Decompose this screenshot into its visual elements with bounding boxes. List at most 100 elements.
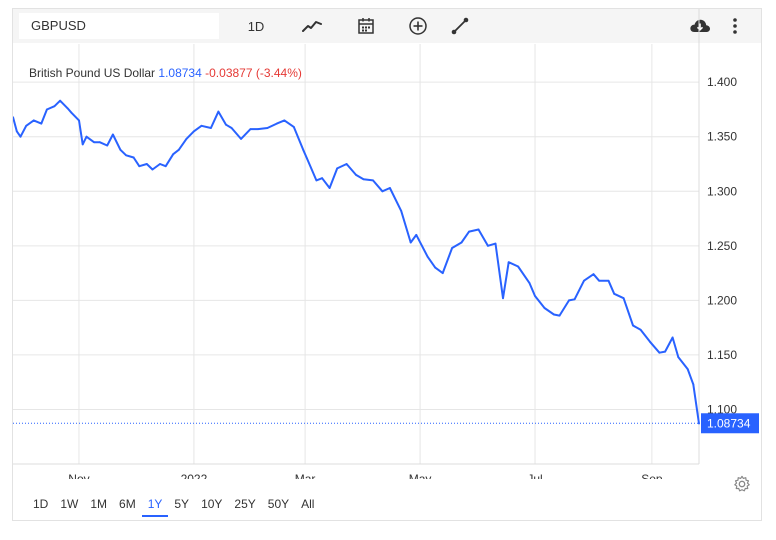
data-point xyxy=(434,266,437,269)
y-tick-label: 1.300 xyxy=(707,184,737,198)
data-point xyxy=(106,144,109,147)
data-point xyxy=(573,298,576,301)
data-point xyxy=(558,314,561,317)
date-range-button[interactable] xyxy=(353,14,379,38)
data-point xyxy=(15,130,18,133)
data-point xyxy=(381,190,384,193)
data-point xyxy=(441,272,444,274)
more-button[interactable] xyxy=(725,14,745,38)
data-point xyxy=(649,340,651,343)
chart-grid xyxy=(13,9,700,465)
x-tick-label: May xyxy=(409,472,432,479)
data-point xyxy=(177,148,180,151)
data-point xyxy=(119,148,122,151)
chart-toolbar: 1D xyxy=(13,9,761,43)
data-point xyxy=(85,135,88,138)
price-change-pct: (-3.44%) xyxy=(255,66,302,80)
download-button[interactable] xyxy=(687,14,713,38)
data-point xyxy=(40,122,43,125)
download-icon xyxy=(690,19,710,32)
data-point xyxy=(164,165,167,168)
range-all[interactable]: All xyxy=(301,497,315,511)
data-point xyxy=(517,265,519,268)
data-point xyxy=(302,148,305,151)
price-change: -0.03877 xyxy=(205,66,253,80)
data-point xyxy=(362,178,365,181)
data-point xyxy=(185,138,188,140)
data-point xyxy=(32,119,35,122)
y-tick-label: 1.350 xyxy=(707,130,737,144)
range-25y[interactable]: 25Y xyxy=(234,497,256,511)
price-chart: 1.100 1.150 1.200 1.250 1.300 1.350 1.400 Nov 2… xyxy=(13,9,759,479)
y-axis: 1.100 1.150 1.200 1.250 1.300 1.350 1.400 xyxy=(707,75,737,416)
settings-gear-icon[interactable] xyxy=(733,475,751,493)
data-point xyxy=(592,273,595,276)
data-point xyxy=(151,168,154,171)
range-1w[interactable]: 1W xyxy=(60,497,79,511)
range-1d[interactable]: 1D xyxy=(33,497,49,511)
data-point xyxy=(66,107,69,110)
chart-type-button[interactable] xyxy=(299,14,325,38)
range-selector: 1D 1W 1M 6M 1Y 5Y 10Y 25Y 50Y All xyxy=(27,495,320,517)
chart-legend: British Pound US Dollar 1.08734 -0.03877… xyxy=(29,66,302,80)
data-point xyxy=(98,141,101,144)
calendar-icon xyxy=(358,18,374,34)
data-point xyxy=(200,124,203,127)
range-50y[interactable]: 50Y xyxy=(267,497,290,511)
range-6m[interactable]: 6M xyxy=(119,497,136,511)
data-point xyxy=(487,244,489,247)
data-point xyxy=(568,299,570,302)
range-1y[interactable]: 1Y xyxy=(141,495,169,517)
symbol-input[interactable] xyxy=(19,13,219,39)
data-point xyxy=(81,143,84,146)
chart-widget: 1D xyxy=(12,8,762,521)
data-point xyxy=(266,127,269,129)
data-point xyxy=(225,123,227,126)
data-point xyxy=(59,99,62,102)
data-point xyxy=(249,128,252,130)
data-point xyxy=(315,179,318,182)
data-point xyxy=(193,130,195,133)
line-chart-icon xyxy=(302,21,322,32)
range-5y[interactable]: 5Y xyxy=(174,497,190,511)
last-price-label: 1.08734 xyxy=(707,416,751,430)
data-point xyxy=(292,126,295,128)
data-point xyxy=(336,167,339,170)
data-point xyxy=(275,122,278,125)
data-point xyxy=(598,279,601,282)
data-point xyxy=(125,154,127,157)
data-point xyxy=(209,127,212,129)
data-point xyxy=(552,313,555,316)
last-price-tag xyxy=(701,413,759,434)
data-point xyxy=(217,110,220,113)
data-point xyxy=(172,153,175,156)
data-point xyxy=(159,163,161,165)
draw-tool-icon xyxy=(451,17,469,35)
y-tick-label: 1.200 xyxy=(707,293,737,307)
x-tick-label: Mar xyxy=(295,472,316,479)
data-point xyxy=(686,368,689,370)
data-point xyxy=(13,116,14,118)
data-point xyxy=(639,328,642,331)
more-icon xyxy=(733,18,737,34)
x-tick-label: 2022 xyxy=(181,472,208,479)
data-point xyxy=(698,422,700,425)
series-layer xyxy=(13,99,700,425)
range-10y[interactable]: 10Y xyxy=(201,497,223,511)
data-point xyxy=(70,111,73,114)
x-tick-label: Sep xyxy=(641,472,663,479)
data-point xyxy=(46,108,48,111)
data-point xyxy=(502,297,504,300)
data-point xyxy=(632,324,634,327)
data-point xyxy=(345,163,348,165)
data-point xyxy=(451,247,454,249)
draw-button[interactable] xyxy=(447,14,473,38)
data-point xyxy=(111,133,114,136)
data-point xyxy=(658,351,661,354)
data-point xyxy=(613,292,616,295)
interval-button[interactable]: 1D xyxy=(247,18,265,34)
data-point xyxy=(355,174,357,176)
compare-button[interactable] xyxy=(405,14,431,38)
last-price: 1.08734 xyxy=(158,66,202,80)
range-1m[interactable]: 1M xyxy=(90,497,108,511)
